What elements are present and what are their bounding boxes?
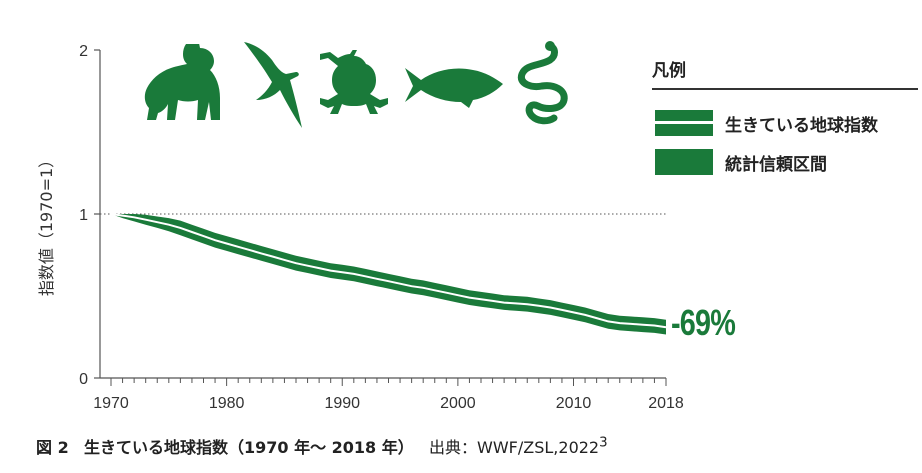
albatross-icon [244,42,302,128]
figure-title: 生きている地球指数（1970 年～ 2018 年） [83,438,414,457]
legend-label: 統計信頼区間 [725,154,827,175]
fish-icon [405,68,503,108]
y-tick-label: 2 [79,43,88,60]
figure-source: 出典：WWF/ZSL,2022 [429,438,600,457]
legend-label: 生きている地球指数 [725,115,878,136]
x-tick-label: 1990 [324,395,360,412]
legend-swatch-band [655,149,713,175]
legend-item-index: 生きている地球指数 [655,110,878,136]
frog-icon [320,50,388,114]
legend-divider [652,88,918,90]
tick-labels: 0 1 2 1970 1980 1990 2000 2010 2018 指数値（1970=1） [37,43,684,412]
figure-number: 図 2 [36,438,69,457]
snake-icon [517,41,568,125]
legend-title: 凡例 [652,61,686,81]
index-line [110,213,667,329]
x-tick-label: 2000 [440,395,476,412]
figure-caption: 図 2 生きている地球指数（1970 年～ 2018 年） 出典：WWF/ZSL… [36,434,608,458]
x-tick-label: 1970 [93,395,129,412]
axes [94,49,667,386]
index-series-line [110,213,667,329]
legend-swatch-line [655,110,713,136]
y-axis-label: 指数値（1970=1） [37,152,56,296]
gorilla-icon [144,44,220,120]
y-tick-label: 0 [79,371,88,388]
x-tick-label: 2010 [556,395,592,412]
change-annotation: -69% [671,302,736,343]
y-tick-label: 1 [79,207,88,224]
legend-item-band: 統計信頼区間 [655,149,827,175]
figure-footnote: 3 [599,435,608,451]
x-tick-label: 1980 [209,395,245,412]
x-tick-label: 2018 [648,395,684,412]
